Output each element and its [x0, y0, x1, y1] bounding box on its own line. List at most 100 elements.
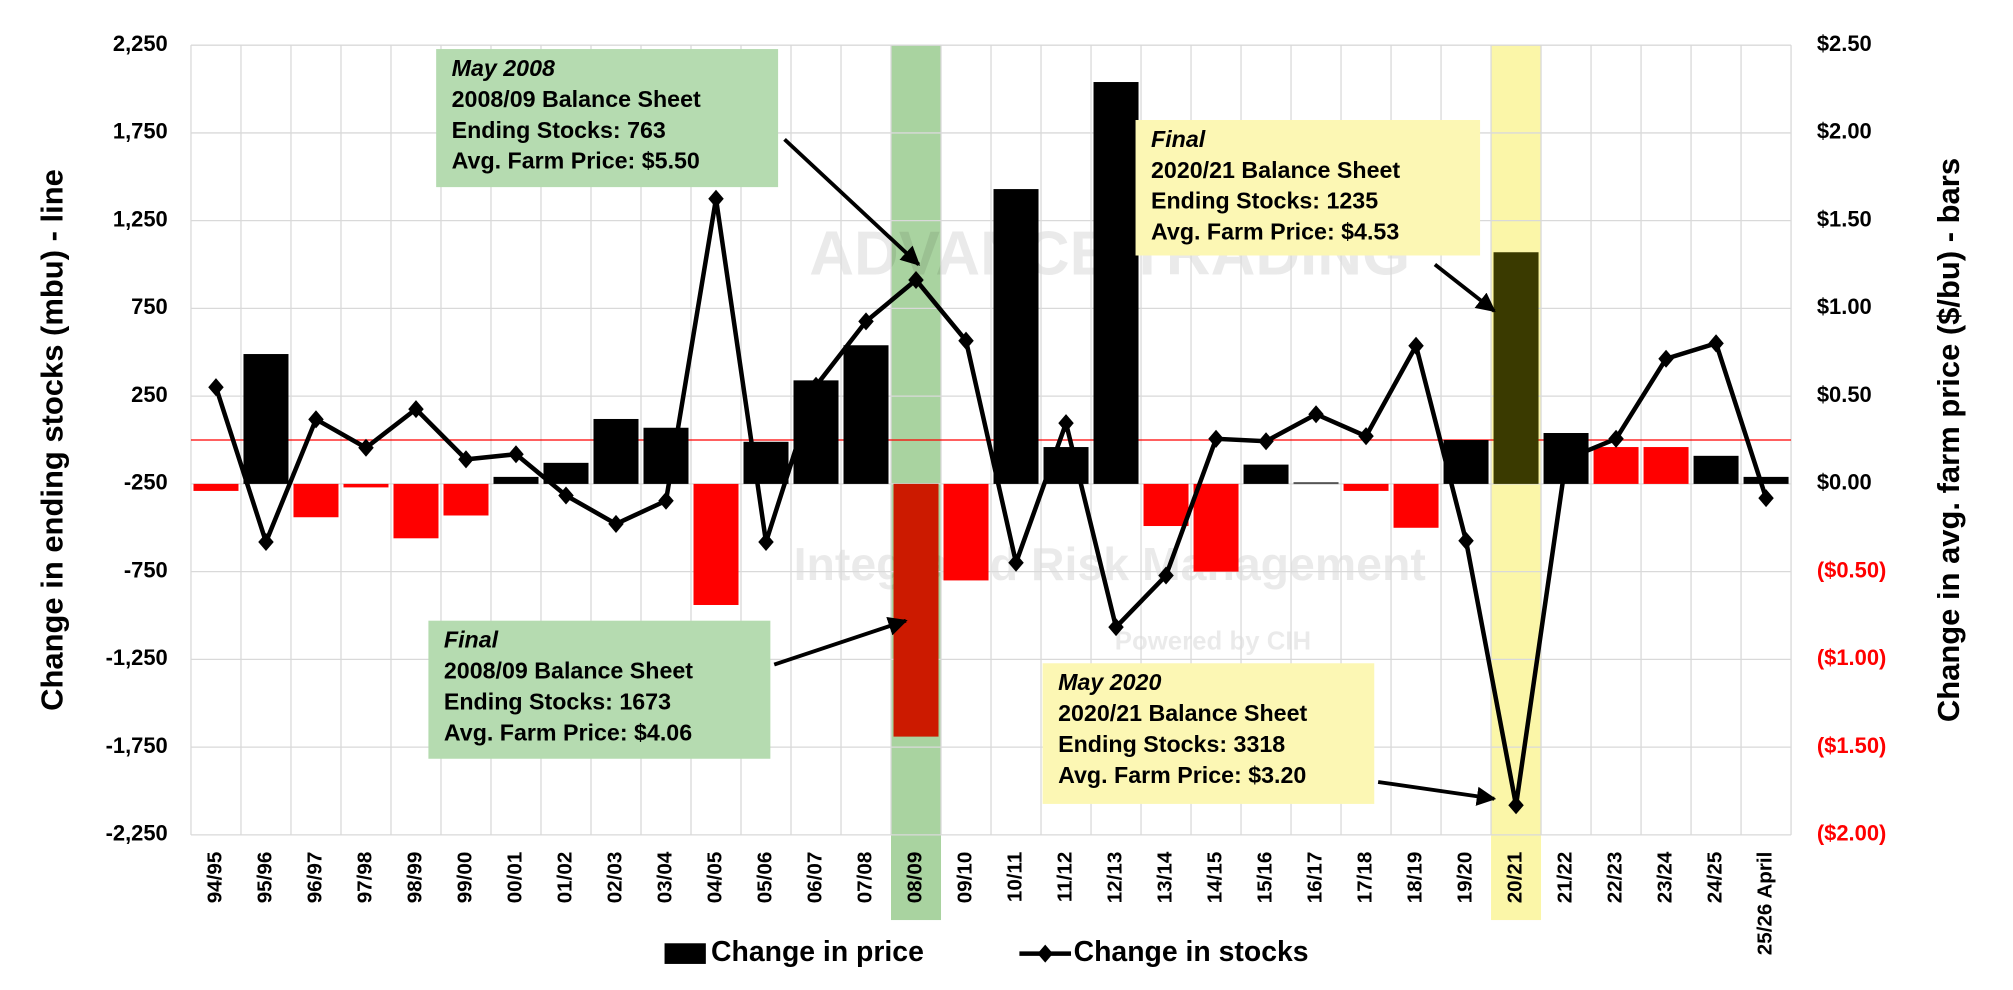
- marker: [1558, 450, 1574, 469]
- x-tick-label: 25/26 April: [1754, 852, 1777, 956]
- marker: [758, 532, 774, 552]
- y2-tick-label: $2.50: [1817, 31, 1872, 56]
- y-tick-label: -750: [124, 557, 168, 582]
- bar: [643, 427, 689, 484]
- x-tick-label: 97/98: [353, 852, 376, 904]
- marker: [508, 445, 524, 464]
- y2-tick-label: ($1.00): [1817, 645, 1886, 670]
- bar: [343, 483, 389, 488]
- legend-swatch: [664, 943, 706, 964]
- y2-tick-label: $1.00: [1817, 294, 1872, 319]
- x-tick-label: 22/23: [1603, 852, 1626, 904]
- marker: [658, 491, 674, 510]
- annotation-arrow: [1377, 780, 1497, 806]
- bar: [1693, 455, 1739, 484]
- y-tick-label: -1,250: [106, 645, 168, 670]
- marker: [208, 378, 224, 397]
- bar: [993, 189, 1039, 484]
- line: [213, 198, 1769, 806]
- y2-tick-label: $0.00: [1817, 470, 1872, 495]
- bar: [1293, 482, 1339, 485]
- watermark: Powered by CIH: [1115, 627, 1311, 655]
- bar: [843, 345, 889, 484]
- bar: [543, 462, 589, 484]
- x-tick-label: 21/22: [1553, 852, 1576, 904]
- x-tick-label: 24/25: [1704, 852, 1727, 904]
- marker: [358, 438, 374, 457]
- x-tick-label: 02/03: [603, 852, 626, 904]
- x-tick-label: 00/01: [503, 852, 526, 904]
- x-tick-label: 13/14: [1153, 851, 1176, 903]
- x-tick-label: 10/11: [1003, 852, 1026, 902]
- x-tick-label: 23/24: [1654, 851, 1677, 903]
- bar: [893, 483, 939, 737]
- bar: [1143, 483, 1189, 527]
- x-tick-label: 08/09: [903, 852, 926, 904]
- marker: [708, 189, 724, 208]
- bar: [1593, 447, 1639, 484]
- marker: [1458, 531, 1474, 550]
- bar: [443, 483, 489, 516]
- y2-tick-label: ($2.00): [1817, 821, 1886, 846]
- annotation-box: [436, 49, 779, 188]
- x-tick-label: 03/04: [653, 851, 676, 903]
- highlight-band: [891, 45, 942, 921]
- annotation-text: Ending Stocks: 763: [452, 117, 666, 143]
- y2-tick-label: ($0.50): [1817, 557, 1886, 582]
- annotation-text: Avg. Farm Price: $3.20: [1058, 762, 1306, 788]
- x-tick-label: 07/08: [853, 852, 876, 904]
- annotation-text: Final: [444, 626, 499, 652]
- y2-tick-label: $0.50: [1817, 382, 1872, 407]
- marker: [1208, 429, 1224, 448]
- annotation-text: 2020/21 Balance Sheet: [1058, 700, 1307, 726]
- marker: [1358, 427, 1374, 446]
- x-tick-label: 14/15: [1203, 852, 1226, 904]
- annotation-text: Avg. Farm Price: $5.50: [452, 148, 700, 174]
- marker: [458, 450, 474, 469]
- y-axis-title: Change in ending stocks (mbu) - line: [34, 169, 69, 711]
- x-tick-label: 05/06: [753, 852, 776, 904]
- marker: [1308, 405, 1324, 424]
- marker: [858, 312, 874, 331]
- x-tick-label: 99/00: [453, 852, 476, 904]
- annotation-text: 2020/21 Balance Sheet: [1151, 157, 1400, 183]
- legend-swatch: [1037, 944, 1053, 963]
- annotation-text: Avg. Farm Price: $4.53: [1151, 219, 1399, 245]
- annotation-text: Ending Stocks: 1235: [1151, 188, 1378, 214]
- marker: [258, 532, 274, 552]
- bar: [1243, 464, 1289, 484]
- y-tick-label: -1,750: [106, 733, 168, 758]
- x-tick-label: 12/13: [1103, 852, 1126, 904]
- x-tick-label: 09/10: [953, 852, 976, 904]
- bar: [1193, 483, 1239, 572]
- marker: [1258, 432, 1274, 451]
- annotation-box: [428, 620, 771, 759]
- bar: [243, 354, 289, 484]
- marker: [1758, 489, 1774, 508]
- x-tick-label: 18/19: [1403, 852, 1426, 904]
- annotation-text: Ending Stocks: 1673: [444, 688, 671, 714]
- bar: [1643, 447, 1689, 484]
- bar: [393, 483, 439, 539]
- legend-label: Change in price: [711, 936, 924, 968]
- bar: [693, 483, 739, 605]
- y2-tick-label: $2.00: [1817, 119, 1872, 144]
- bar: [1493, 252, 1539, 484]
- x-tick-label: 94/95: [203, 852, 226, 904]
- annotation-text: Avg. Farm Price: $4.06: [444, 719, 692, 745]
- y2-axis-title: Change in avg. farm price ($/bu) - bars: [1931, 158, 1966, 722]
- annotation-arrow: [783, 137, 921, 266]
- annotation-text: Final: [1151, 126, 1206, 152]
- annotation-arrow: [773, 617, 908, 667]
- marker: [958, 331, 974, 350]
- bar: [293, 483, 339, 518]
- marker: [308, 410, 324, 429]
- y2-tick-label: ($1.50): [1817, 733, 1886, 758]
- bar: [943, 483, 989, 581]
- bar: [193, 483, 239, 491]
- y-tick-label: 1,750: [113, 119, 168, 144]
- y-tick-label: 250: [131, 382, 168, 407]
- annotation-box: [1135, 120, 1481, 256]
- x-tick-label: 11/12: [1053, 852, 1076, 902]
- annotation-text: 2008/09 Balance Sheet: [444, 657, 693, 683]
